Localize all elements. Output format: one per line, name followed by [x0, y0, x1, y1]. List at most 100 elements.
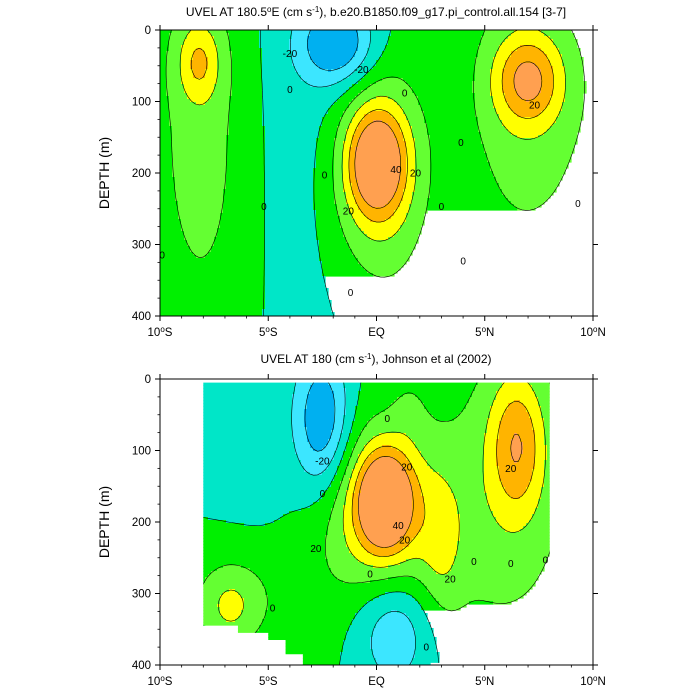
contour-fill-cell [265, 138, 317, 142]
contour-fill-cell [361, 526, 410, 530]
contour-fill-cell [466, 406, 491, 410]
contour-fill-cell [232, 69, 263, 73]
contour-fill-cell [352, 192, 362, 196]
contour-fill-cell [268, 604, 365, 608]
contour-fill-cell [160, 42, 170, 46]
contour-fill-cell [544, 484, 550, 488]
contour-fill-cell [265, 267, 323, 271]
contour-fill-cell [520, 400, 539, 404]
contour-fill-cell [382, 78, 404, 82]
contour-fill-cell [172, 30, 191, 34]
contour-fill-cell [499, 469, 533, 473]
contour-fill-cell [415, 162, 431, 166]
contour-fill-cell [361, 544, 377, 548]
contour-fill-cell [358, 499, 413, 503]
contour-fill-cell [355, 195, 362, 199]
contour-fill-cell [203, 400, 293, 404]
contour-fill-cell [454, 559, 548, 563]
contour-fill-cell [481, 138, 578, 142]
contour-fill-cell [490, 409, 506, 413]
contour-fill-cell [331, 430, 344, 434]
contour-fill-cell [307, 433, 332, 437]
contour-fill-cell [160, 33, 170, 37]
contour-fill-cell [181, 72, 194, 76]
contour-fill-cell [343, 517, 353, 521]
contour-fill-cell [406, 114, 425, 118]
contour-fill-cell [373, 66, 476, 70]
contour-fill-cell [352, 514, 359, 518]
contour-fill-cell [550, 102, 563, 106]
contour-fill-cell [203, 574, 209, 578]
contour-fill-cell [349, 550, 368, 554]
contour-label: 0 [320, 489, 326, 500]
contour-fill-cell [334, 195, 347, 199]
contour-fill-cell [346, 63, 362, 67]
contour-fill-cell [166, 78, 182, 82]
contour-fill-cell [370, 30, 392, 34]
contour-fill-cell [203, 460, 302, 464]
contour-fill-cell [203, 628, 206, 632]
contour-fill-cell [514, 72, 542, 76]
contour-fill-cell [370, 84, 410, 88]
contour-fill-cell [364, 60, 377, 64]
contour-fill-cell [325, 550, 350, 554]
contour-fill-cell [430, 565, 452, 569]
contour-fill-cell [160, 102, 170, 106]
contour-fill-cell [196, 255, 206, 259]
contour-fill-cell [256, 631, 347, 635]
contour-fill-cell [397, 610, 425, 614]
contour-fill-cell [175, 180, 227, 184]
contour-fill-cell [511, 448, 524, 452]
contour-fill-cell [160, 219, 182, 223]
contour-fill-cell [490, 75, 503, 79]
contour-fill-cell [433, 568, 452, 572]
contour-fill-cell [496, 177, 563, 181]
contour-fill-cell [355, 406, 389, 410]
contour-fill-cell [265, 264, 323, 268]
contour-fill-cell [203, 517, 209, 521]
contour-fill-cell [172, 141, 227, 145]
contour-fill-cell [370, 36, 389, 40]
contour-fill-cell [496, 454, 512, 458]
contour-fill-cell [355, 490, 362, 494]
contour-fill-cell [367, 535, 404, 539]
contour-fill-cell [346, 195, 356, 199]
contour-fill-cell [292, 418, 305, 422]
contour-fill-cell [169, 114, 230, 118]
contour-fill-cell [430, 150, 485, 154]
contour-fill-cell [508, 403, 524, 407]
contour-fill-cell [388, 96, 419, 100]
contour-fill-cell [160, 192, 176, 196]
contour-fill-cell [367, 424, 488, 428]
contour-fill [160, 30, 587, 316]
contour-fill-cell [337, 442, 347, 446]
contour-fill-cell [475, 111, 497, 115]
contour-fill-cell [373, 598, 416, 602]
contour-fill-cell [265, 198, 314, 202]
contour-fill-cell [418, 102, 476, 106]
contour-fill-cell [391, 403, 425, 407]
contour-fill-cell [409, 523, 425, 527]
contour-fill-cell [502, 84, 515, 88]
contour-fill-cell [364, 231, 398, 235]
contour-fill-cell [355, 153, 401, 157]
contour-fill-cell [172, 153, 227, 157]
contour-fill-cell [172, 132, 230, 136]
contour-fill-cell [340, 222, 356, 226]
contour-fill-cell [262, 619, 353, 623]
contour-fill-cell [265, 216, 317, 220]
contour-fill-cell [526, 487, 542, 491]
contour-fill-cell [160, 111, 170, 115]
contour-fill-cell [415, 177, 431, 181]
contour-fill-cell [340, 117, 353, 121]
contour-fill-cell [478, 382, 503, 386]
contour-label: 0 [367, 570, 373, 581]
contour-fill-cell [358, 397, 398, 401]
contour-fill-cell [346, 496, 353, 500]
contour-fill-cell [412, 661, 440, 665]
contour-fill-cell [415, 628, 434, 632]
contour-fill-cell [193, 75, 206, 79]
contour-fill-cell [160, 171, 173, 175]
contour-fill-cell [295, 448, 314, 452]
contour-fill-cell [406, 213, 425, 217]
